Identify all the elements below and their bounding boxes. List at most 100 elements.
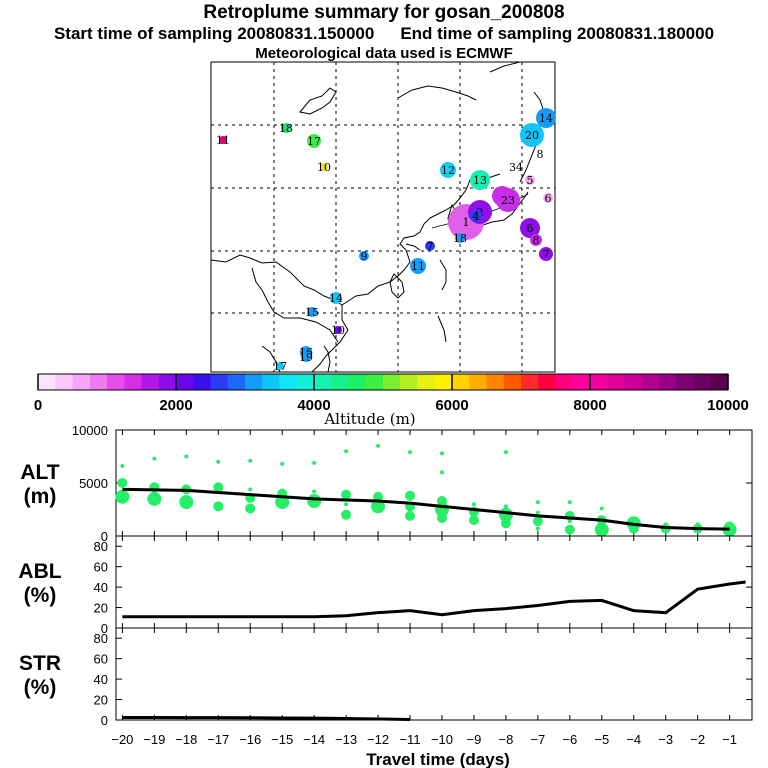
colorbar-cell <box>486 374 505 390</box>
colorbar-cell <box>659 374 677 390</box>
map-marker-label: 34 <box>509 161 523 174</box>
panel-ylabel: STR <box>19 652 61 675</box>
colorbar-cell <box>331 374 350 390</box>
map-marker-dot <box>440 162 456 178</box>
str-panel: 0 20 40 60 80 STR(%) <box>19 627 753 728</box>
map-marker-dot <box>359 251 369 261</box>
x-tick-label: −2 <box>690 732 705 747</box>
map-marker-label: 10 <box>331 324 345 337</box>
alt-point <box>341 489 352 500</box>
map-frame <box>210 61 556 373</box>
map-marker-label: 1 <box>463 216 470 229</box>
alt-point <box>567 519 572 524</box>
map-marker-label: 12 <box>441 164 455 177</box>
map-marker-dot <box>470 170 490 190</box>
chart-title: Retroplume summary for gosan_200808 <box>203 2 565 23</box>
map-marker: 6 <box>543 192 553 205</box>
colorbar-tick-label: 6000 <box>435 397 468 414</box>
trajectory-map: 1234566778891010111112131414151617171818… <box>210 61 556 373</box>
alt-point <box>722 522 737 537</box>
colorbar-cell <box>590 374 608 390</box>
y-tick-label: 60 <box>94 652 108 667</box>
alt-point <box>120 464 125 469</box>
x-tick-label: −13 <box>335 732 357 747</box>
map-marker-dot <box>455 233 465 243</box>
colorbar-cell <box>245 374 263 390</box>
alt-point <box>535 526 540 531</box>
alt-point <box>535 500 540 505</box>
colorbar-cell <box>107 374 125 390</box>
alt-point <box>213 482 224 493</box>
map-marker-dot <box>520 123 544 147</box>
map-marker-dot <box>276 362 284 370</box>
map-marker-dot <box>425 241 435 251</box>
alt-point <box>535 510 540 515</box>
map-marker-dot <box>520 218 540 238</box>
colorbar-cell <box>641 374 660 390</box>
colorbar-cell <box>176 374 194 390</box>
map-marker-dot <box>410 258 426 274</box>
colorbar-cell <box>227 374 246 390</box>
panel-frame <box>115 627 753 721</box>
map-marker-label: 6 <box>545 192 552 205</box>
map-marker: 18 <box>279 122 293 135</box>
map-marker: 4 <box>470 210 482 223</box>
str-line <box>122 715 411 721</box>
map-marker-dot <box>219 136 227 144</box>
sampling-times: Start time of sampling 20080831.150000 En… <box>0 24 768 44</box>
map-marker-dot <box>281 123 291 133</box>
colorbar-tick-label: 10000 <box>707 397 749 414</box>
alt-point <box>503 504 508 509</box>
colorbar-cell <box>434 374 453 390</box>
x-tick-label: −7 <box>530 732 545 747</box>
alt-point <box>184 454 189 459</box>
x-tick-label: −16 <box>239 732 261 747</box>
y-tick-label: 60 <box>94 560 108 575</box>
x-tick-label: −17 <box>207 732 229 747</box>
colorbar-cells <box>38 374 729 390</box>
colorbar-cell <box>676 374 695 390</box>
start-time-label: Start time of sampling 20080831.150000 <box>53 24 375 43</box>
map-marker-label: 7 <box>543 248 550 261</box>
map-marker-label: 23 <box>501 194 515 207</box>
met-data-label: Meteorological data used is ECMWF <box>255 45 513 62</box>
colorbar-cell <box>383 374 401 390</box>
x-tick-label: −19 <box>143 732 165 747</box>
y-tick-label: 10000 <box>72 423 108 438</box>
alt-point <box>344 502 349 507</box>
y-tick-label: 5000 <box>79 476 108 491</box>
map-marker-label: 11 <box>216 134 230 147</box>
map-marker: 13 <box>470 170 490 190</box>
alt-point <box>532 516 543 527</box>
alt-point <box>468 515 479 526</box>
map-marker-label: 20 <box>525 129 539 142</box>
colorbar-cell <box>693 374 712 390</box>
colorbar-cell <box>38 374 56 390</box>
alt-point <box>280 461 285 466</box>
map-marker-label: 18 <box>279 122 293 135</box>
panel-frame <box>115 429 753 537</box>
colorbar-cell <box>193 374 212 390</box>
trajectory-markers: 1234566778891010111112131414151617171818… <box>216 108 556 373</box>
alt-point <box>564 524 575 535</box>
x-tick-label: −20 <box>111 732 133 747</box>
end-time-label: End time of sampling 20080831.180000 <box>400 24 715 43</box>
map-marker: 15 <box>305 306 319 319</box>
alt-point <box>371 499 386 514</box>
map-marker-dot <box>307 307 317 317</box>
alt-point <box>408 450 413 455</box>
travel-time-axis: −20 −19 −18 −17 −16 −15 −14 −13 −12 −11 −10 −9 −8 −7 −… <box>111 732 737 747</box>
colorbar-cell <box>124 374 143 390</box>
map-marker-dot <box>543 193 553 203</box>
alt-point <box>245 503 256 514</box>
x-tick-label: −9 <box>467 732 482 747</box>
map-marker-dot <box>525 175 535 185</box>
alt-point <box>275 495 290 510</box>
map-marker: 17 <box>273 360 287 373</box>
map-marker: 6 <box>520 218 540 238</box>
alt-point <box>436 512 447 523</box>
map-marker: 7 <box>539 247 553 261</box>
map-marker-label: 15 <box>305 306 319 319</box>
x-tick-label: −3 <box>658 732 673 747</box>
